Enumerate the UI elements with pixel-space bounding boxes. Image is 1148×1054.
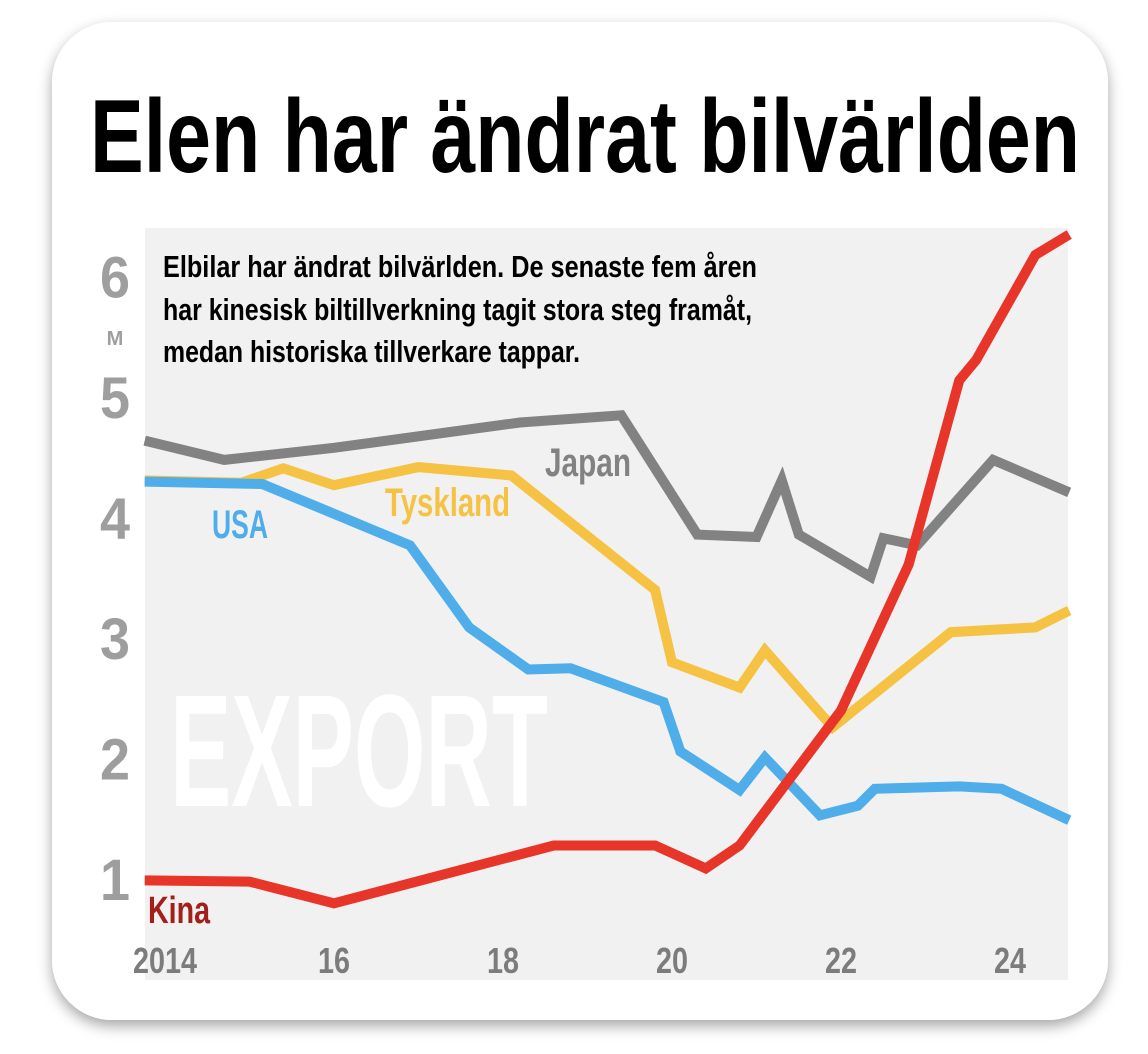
y-tick-label: 6: [100, 246, 130, 311]
chart-subtitle: Elbilar har ändrat bilvärlden. De senast…: [163, 249, 757, 369]
subtitle-line: har kinesisk biltillverkning tagit stora…: [163, 292, 752, 327]
series-label-kina: Kina: [148, 890, 211, 932]
series-label-tyskland: Tyskland: [385, 481, 510, 525]
series-line-tyskland: [144, 462, 1072, 735]
y-tick-label: 4: [100, 487, 130, 552]
y-tick-label: 1: [100, 848, 130, 913]
x-tick-label: 24: [994, 940, 1026, 981]
export-watermark: EXPORT: [170, 661, 548, 840]
x-tick-label: 16: [318, 940, 350, 981]
subtitle-line: Elbilar har ändrat bilvärlden. De senast…: [163, 249, 757, 284]
x-tick-label: 20: [656, 940, 688, 981]
series-lines: [143, 230, 1072, 909]
x-tick-label: 22: [825, 940, 857, 981]
y-tick-label: 3: [100, 607, 130, 672]
y-axis-unit-label: M: [107, 328, 124, 350]
series-label-usa: USA: [212, 503, 268, 547]
series-labels: Japan Tyskland USA Kina: [148, 441, 631, 932]
subtitle-line: medan historiska tillverkare tappar.: [163, 334, 580, 369]
x-axis: 2014 16 18 20 22 24: [133, 940, 1026, 981]
x-tick-label: 18: [487, 940, 519, 981]
chart-title: Elen har ändrat bilvärlden: [90, 79, 1080, 195]
series-line-usa: [144, 476, 1072, 825]
x-tick-label: 2014: [133, 940, 197, 981]
series-label-japan: Japan: [545, 441, 631, 485]
y-axis: 1 2 3 4 5 6: [100, 246, 130, 914]
y-tick-label: 5: [100, 366, 130, 431]
series-line-kina: [144, 230, 1072, 909]
y-tick-label: 2: [100, 728, 130, 793]
plot-area: [145, 228, 1068, 980]
